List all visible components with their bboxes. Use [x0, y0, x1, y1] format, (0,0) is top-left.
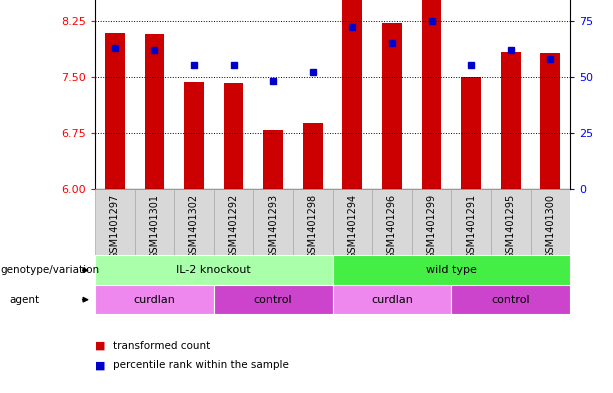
Text: GSM1401291: GSM1401291: [466, 194, 476, 259]
Bar: [491, 189, 530, 255]
Text: agent: agent: [9, 295, 39, 305]
Bar: [293, 189, 332, 255]
Bar: [303, 123, 322, 189]
Bar: [541, 53, 560, 189]
Text: percentile rank within the sample: percentile rank within the sample: [113, 360, 289, 371]
Text: GSM1401299: GSM1401299: [427, 194, 436, 259]
Text: GSM1401297: GSM1401297: [110, 194, 120, 259]
Bar: [332, 285, 451, 314]
Text: control: control: [254, 295, 292, 305]
Bar: [95, 189, 135, 255]
Bar: [214, 189, 253, 255]
Text: curdlan: curdlan: [371, 295, 413, 305]
Bar: [343, 0, 362, 189]
Text: GSM1401300: GSM1401300: [546, 194, 555, 259]
Text: GSM1401298: GSM1401298: [308, 194, 318, 259]
Text: GSM1401296: GSM1401296: [387, 194, 397, 259]
Bar: [332, 255, 570, 285]
Text: curdlan: curdlan: [134, 295, 175, 305]
Bar: [95, 285, 214, 314]
Text: genotype/variation: genotype/variation: [0, 265, 99, 275]
Bar: [451, 189, 491, 255]
Text: transformed count: transformed count: [113, 341, 211, 351]
Bar: [382, 23, 402, 189]
Bar: [105, 33, 124, 189]
Text: ■: ■: [95, 341, 105, 351]
Text: GSM1401293: GSM1401293: [268, 194, 278, 259]
Bar: [253, 189, 293, 255]
Text: GSM1401302: GSM1401302: [189, 194, 199, 259]
Bar: [412, 189, 451, 255]
Bar: [135, 189, 174, 255]
Text: GSM1401294: GSM1401294: [348, 194, 357, 259]
Text: IL-2 knockout: IL-2 knockout: [177, 265, 251, 275]
Text: GSM1401301: GSM1401301: [150, 194, 159, 259]
Text: control: control: [492, 295, 530, 305]
Bar: [501, 52, 520, 189]
Text: wild type: wild type: [426, 265, 477, 275]
Bar: [184, 82, 204, 189]
Bar: [95, 255, 332, 285]
Bar: [174, 189, 214, 255]
Bar: [214, 285, 332, 314]
Bar: [530, 189, 570, 255]
Text: ■: ■: [95, 360, 105, 371]
Bar: [422, 0, 441, 189]
Bar: [451, 285, 570, 314]
Bar: [263, 130, 283, 189]
Bar: [332, 189, 372, 255]
Bar: [461, 77, 481, 189]
Bar: [145, 34, 164, 189]
Text: GSM1401295: GSM1401295: [506, 194, 516, 259]
Bar: [224, 83, 243, 189]
Bar: [372, 189, 412, 255]
Text: GSM1401292: GSM1401292: [229, 194, 238, 259]
